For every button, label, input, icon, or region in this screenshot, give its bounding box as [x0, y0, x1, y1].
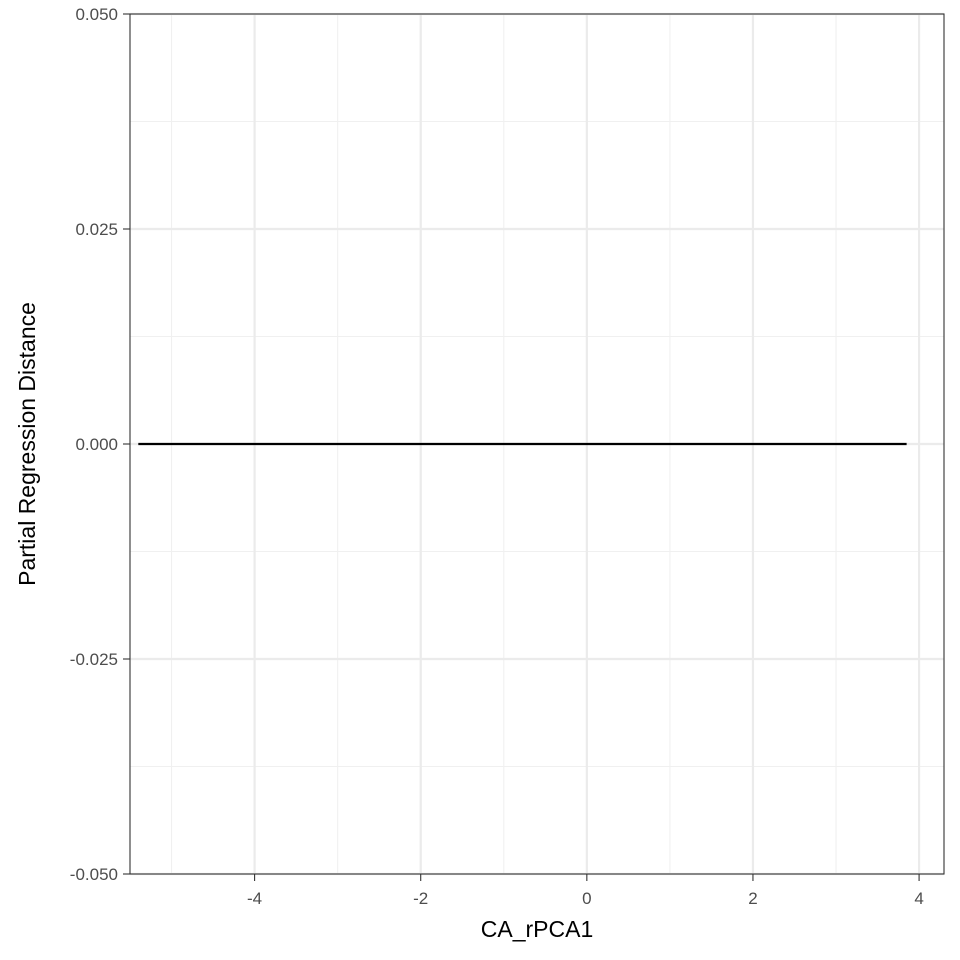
x-axis: -4 -2 0 2 4	[247, 874, 924, 908]
y-tick-label: -0.025	[70, 650, 118, 669]
x-tick-label: 2	[748, 889, 757, 908]
y-tick-label: 0.050	[75, 5, 118, 24]
x-axis-title: CA_rPCA1	[481, 916, 593, 942]
y-tick-label: 0.025	[75, 220, 118, 239]
y-tick-label: -0.050	[70, 865, 118, 884]
y-tick-label: 0.000	[75, 435, 118, 454]
x-tick-label: -4	[247, 889, 262, 908]
x-tick-label: 0	[582, 889, 591, 908]
y-axis: -0.050 -0.025 0.000 0.025 0.050	[70, 5, 130, 884]
x-tick-label: 4	[914, 889, 923, 908]
y-axis-title: Partial Regression Distance	[14, 302, 40, 586]
x-tick-label: -2	[413, 889, 428, 908]
